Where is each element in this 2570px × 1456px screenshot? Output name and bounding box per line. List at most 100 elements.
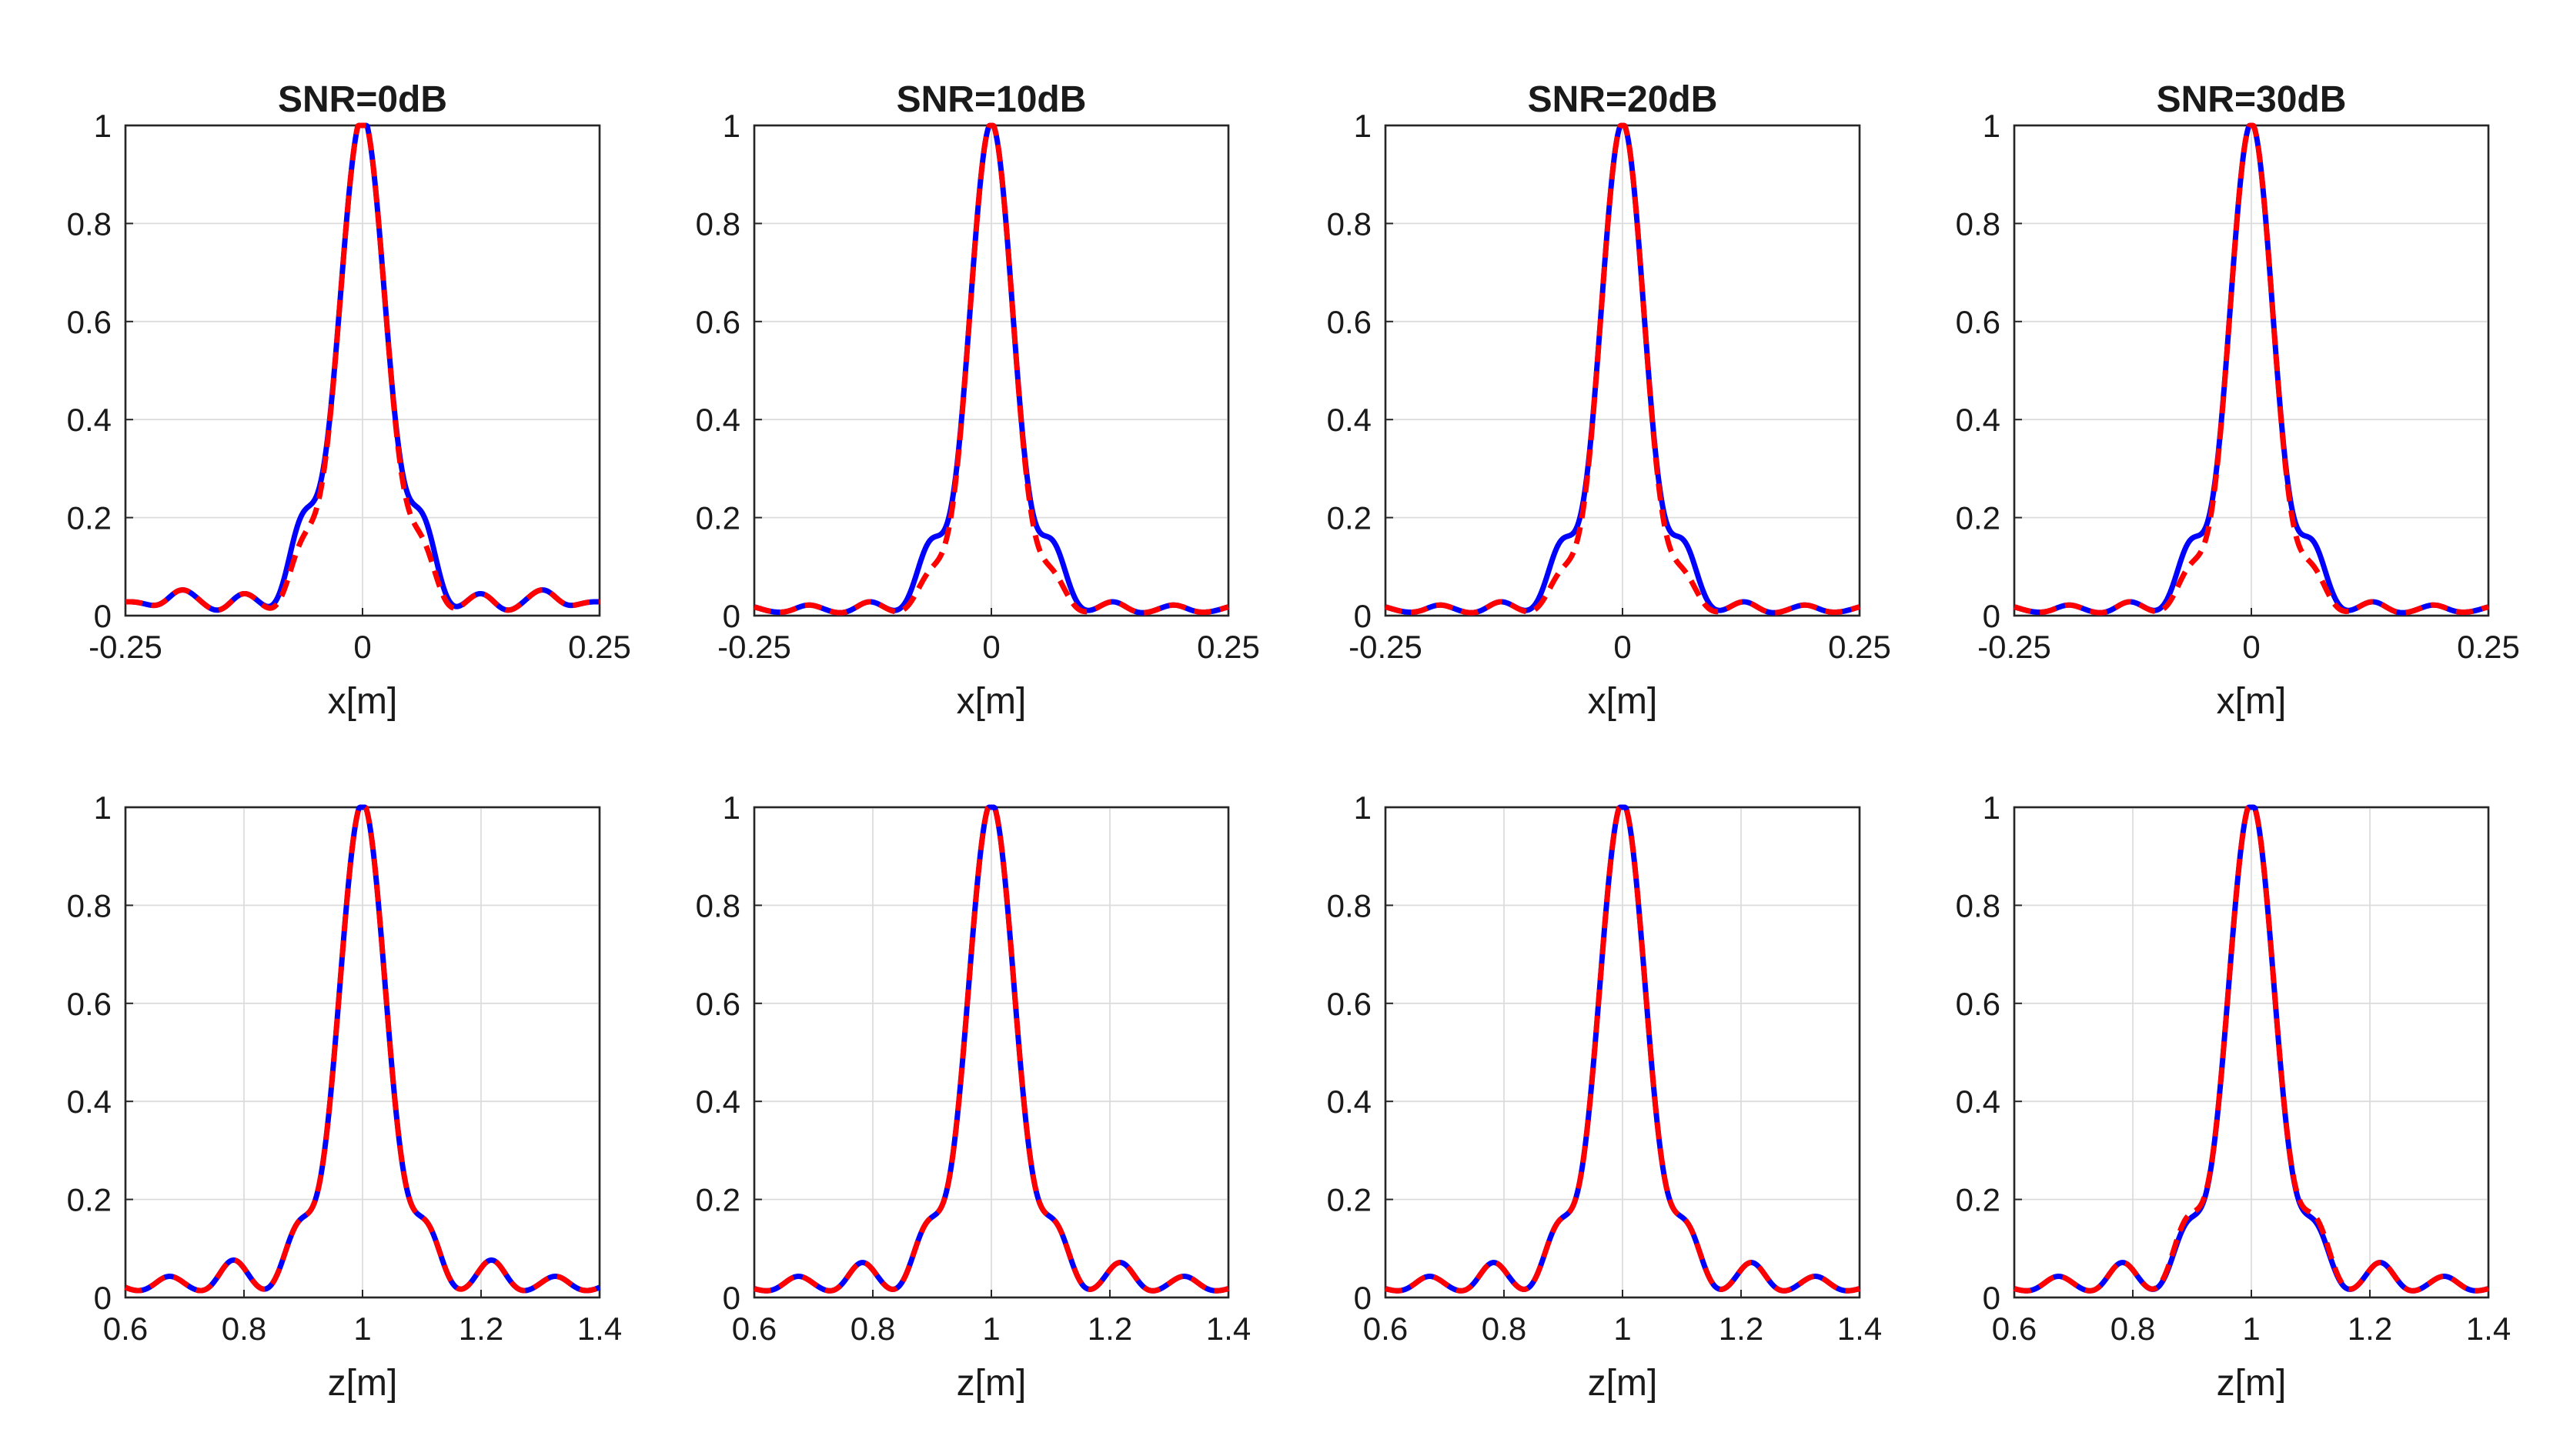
x-tick-label: 0.8 — [222, 1311, 266, 1347]
y-tick-label: 0.2 — [1956, 1182, 2000, 1218]
x-axis-label: x[m] — [957, 681, 1027, 722]
subplot-title: SNR=20dB — [1528, 79, 1718, 120]
y-tick-label: 0 — [1354, 598, 1372, 634]
x-axis-label: x[m] — [328, 681, 398, 722]
y-tick-label: 0 — [1983, 1280, 2000, 1316]
x-tick-label: 1.2 — [2348, 1311, 2392, 1347]
x-tick-label: 1 — [2242, 1311, 2260, 1347]
subplot-7: 0.6 0.8 1 1.2 1.4 0 0.2 0.4 0.6 0.8 1 z[m] — [1327, 790, 1883, 1404]
x-tick-label: 0 — [982, 629, 1000, 665]
y-tick-label: 0.8 — [696, 205, 740, 242]
y-tick-label: 0.2 — [696, 1182, 740, 1218]
x-tick-label: 0 — [2242, 629, 2260, 665]
x-tick-label: 0.6 — [732, 1311, 777, 1347]
x-tick-label: 1 — [1613, 1311, 1631, 1347]
y-tick-label: 0.6 — [67, 304, 112, 340]
x-axis-label: z[m] — [957, 1363, 1027, 1404]
y-tick-label: 0.4 — [1956, 402, 2000, 438]
y-tick-label: 1 — [723, 108, 740, 144]
y-tick-label: 1 — [1354, 108, 1372, 144]
subplot-8: 0.6 0.8 1 1.2 1.4 0 0.2 0.4 0.6 0.8 1 z[m] — [1956, 790, 2512, 1404]
y-tick-label: 0.8 — [1327, 887, 1372, 923]
x-tick-label: 0.6 — [1992, 1311, 2037, 1347]
x-tick-label: 0.25 — [1197, 629, 1260, 665]
x-tick-label: 0.25 — [1828, 629, 1891, 665]
x-tick-label: 0.8 — [851, 1311, 895, 1347]
y-tick-label: 0.4 — [696, 402, 740, 438]
y-tick-label: 0.6 — [1327, 986, 1372, 1022]
x-tick-label: 1.4 — [1206, 1311, 1251, 1347]
x-tick-label: 1.2 — [459, 1311, 503, 1347]
y-tick-label: 0.2 — [1327, 500, 1372, 536]
x-tick-label: -0.25 — [89, 629, 162, 665]
y-tick-label: 0.2 — [67, 1182, 112, 1218]
x-axis-label: x[m] — [2217, 681, 2287, 722]
y-tick-label: 0.4 — [696, 1084, 740, 1120]
subplot-5: 0.6 0.8 1 1.2 1.4 0 0.2 0.4 0.6 0.8 1 z[m] — [67, 790, 623, 1404]
x-tick-label: -0.25 — [1977, 629, 2051, 665]
series-red-1 — [1384, 122, 1861, 616]
series-red-1 — [2013, 804, 2490, 1294]
y-tick-label: 0.2 — [1956, 500, 2000, 536]
y-tick-label: 0.8 — [1327, 205, 1372, 242]
series-red-1 — [753, 122, 1230, 616]
y-tick-label: 0 — [723, 1280, 740, 1316]
y-tick-label: 0.6 — [1327, 304, 1372, 340]
series-red-1 — [753, 804, 1230, 1294]
x-tick-label: 0.6 — [103, 1311, 148, 1347]
subplot-6: 0.6 0.8 1 1.2 1.4 0 0.2 0.4 0.6 0.8 1 z[m] — [696, 790, 1252, 1404]
y-tick-label: 1 — [94, 790, 112, 826]
x-tick-label: -0.25 — [1348, 629, 1422, 665]
y-tick-label: 0.4 — [67, 402, 112, 438]
x-axis-label: x[m] — [1588, 681, 1658, 722]
y-tick-label: 0.6 — [696, 986, 740, 1022]
y-tick-label: 1 — [94, 108, 112, 144]
y-tick-label: 0 — [1354, 1280, 1372, 1316]
y-tick-label: 0.4 — [1956, 1084, 2000, 1120]
y-tick-label: 0.2 — [1327, 1182, 1372, 1218]
y-tick-label: 1 — [723, 790, 740, 826]
y-tick-label: 0.8 — [67, 887, 112, 923]
x-tick-label: 0.8 — [1482, 1311, 1526, 1347]
y-tick-label: 0.4 — [67, 1084, 112, 1120]
y-tick-label: 0 — [1983, 598, 2000, 634]
x-tick-label: 0.8 — [2110, 1311, 2155, 1347]
series-red-1 — [1384, 804, 1861, 1294]
y-tick-label: 0 — [94, 598, 112, 634]
y-tick-label: 0 — [723, 598, 740, 634]
y-tick-label: 0.6 — [1956, 304, 2000, 340]
x-tick-label: 1.4 — [2466, 1311, 2511, 1347]
y-tick-label: 0.4 — [1327, 1084, 1372, 1120]
x-tick-label: 0 — [353, 629, 371, 665]
y-tick-label: 0.2 — [67, 500, 112, 536]
y-tick-label: 0 — [94, 1280, 112, 1316]
y-tick-label: 0.8 — [67, 205, 112, 242]
x-axis-label: z[m] — [328, 1363, 398, 1404]
x-tick-label: 0.6 — [1363, 1311, 1408, 1347]
y-tick-label: 0.6 — [1956, 986, 2000, 1022]
subplot-title: SNR=0dB — [278, 79, 447, 120]
x-tick-label: 0.25 — [2457, 629, 2520, 665]
series-red-1 — [124, 122, 601, 613]
x-tick-label: 1.2 — [1719, 1311, 1763, 1347]
y-tick-label: 1 — [1354, 790, 1372, 826]
series-red-1 — [124, 804, 601, 1294]
x-tick-label: -0.25 — [717, 629, 791, 665]
y-tick-label: 0.8 — [1956, 205, 2000, 242]
x-tick-label: 1 — [353, 1311, 371, 1347]
y-tick-label: 0.4 — [1327, 402, 1372, 438]
y-tick-label: 1 — [1983, 790, 2000, 826]
x-axis-label: z[m] — [1588, 1363, 1658, 1404]
x-tick-label: 1.4 — [577, 1311, 622, 1347]
x-tick-label: 1.2 — [1088, 1311, 1132, 1347]
subplot-title: SNR=10dB — [897, 79, 1087, 120]
y-tick-label: 0.2 — [696, 500, 740, 536]
x-tick-label: 1 — [982, 1311, 1000, 1347]
y-tick-label: 0.6 — [67, 986, 112, 1022]
subplot-title: SNR=30dB — [2157, 79, 2347, 120]
x-tick-label: 0.25 — [568, 629, 631, 665]
